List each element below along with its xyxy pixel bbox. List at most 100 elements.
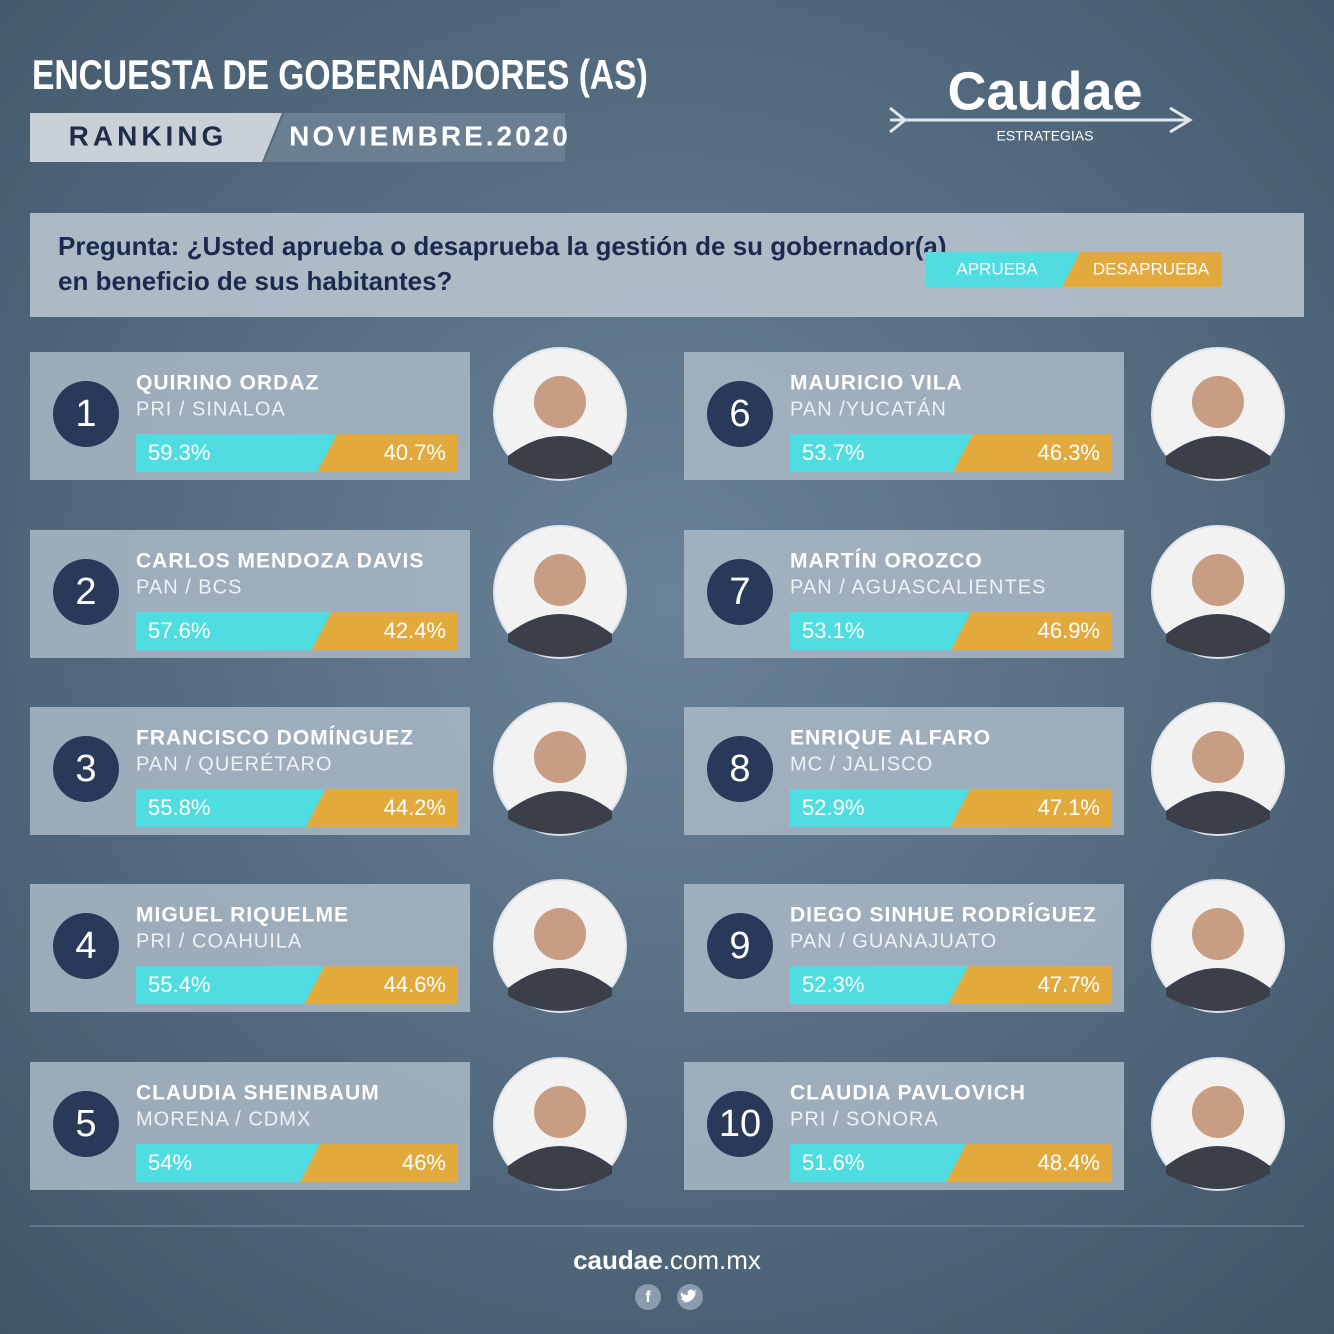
governor-party: PAN / QUERÉTARO [136, 752, 333, 775]
disapprove-bar [950, 789, 1112, 827]
approve-bar [136, 434, 337, 472]
rank: 1 [75, 393, 96, 435]
rank-badge [707, 559, 773, 625]
photo-body [1166, 791, 1270, 834]
photo-body [508, 436, 612, 479]
photo-body [508, 791, 612, 834]
governor-party: MC / JALISCO [790, 753, 933, 775]
photo-body [1166, 1146, 1270, 1189]
legend-label: APRUEBA [956, 259, 1038, 278]
disapprove-bar [952, 434, 1112, 472]
governor-name: MAURICIO VILA [790, 372, 963, 395]
governor-party: PAN /YUCATÁN [790, 397, 947, 420]
rank: 2 [75, 571, 96, 613]
disapprove-bar [305, 789, 458, 827]
rank: 5 [75, 1103, 96, 1145]
ranking-label: RANKING [69, 120, 228, 151]
disapprove-bar [948, 966, 1112, 1004]
approve-label: 57.6% [148, 618, 210, 643]
photo-body [508, 968, 612, 1011]
rank-badge [53, 381, 119, 447]
disapprove-label: 46.3% [1038, 440, 1100, 465]
approve-bar [790, 434, 973, 472]
brand-sub: ESTRATEGIAS [997, 128, 1094, 144]
governor-name: MARTÍN OROZCO [790, 550, 983, 573]
photo-head [1192, 731, 1244, 783]
governor-name: ENRIQUE ALFARO [790, 727, 991, 750]
legend-swatch [925, 252, 1080, 287]
approve-label: 54% [148, 1150, 192, 1175]
facebook-icon[interactable] [635, 1284, 661, 1310]
legend-swatch [1062, 252, 1222, 287]
disapprove-label: 47.1% [1038, 795, 1100, 820]
approve-bar [790, 789, 971, 827]
twitter-glyph [680, 1289, 697, 1303]
disapprove-bar [950, 612, 1112, 650]
disapprove-bar [316, 434, 458, 472]
approve-bar [136, 966, 325, 1004]
photo-head [534, 731, 586, 783]
rank-badge [53, 1091, 119, 1157]
approve-label: 55.8% [148, 795, 210, 820]
disapprove-label: 46.9% [1038, 618, 1100, 643]
governor-name: MIGUEL RIQUELME [136, 904, 349, 927]
rank-badge [53, 913, 119, 979]
approve-bar [136, 1144, 320, 1182]
title: ENCUESTA DE GOBERNADORES (AS) [32, 53, 648, 99]
rank: 10 [719, 1103, 761, 1145]
brand-arrow [889, 106, 1193, 134]
photo-body [508, 614, 612, 657]
disapprove-bar [311, 612, 458, 650]
rank-badge [707, 1091, 773, 1157]
disapprove-bar [299, 1144, 458, 1182]
question: en beneficio de sus habitantes? [58, 266, 452, 296]
photo-head [534, 376, 586, 428]
rank: 8 [729, 748, 750, 790]
approve-label: 59.3% [148, 440, 210, 465]
governor-name: DIEGO SINHUE RODRÍGUEZ [790, 904, 1097, 927]
governor-name: FRANCISCO DOMÍNGUEZ [136, 727, 414, 750]
approve-label: 55.4% [148, 972, 210, 997]
disapprove-label: 44.2% [384, 795, 446, 820]
photo-body [508, 1146, 612, 1189]
approve-label: 51.6% [802, 1150, 864, 1175]
approve-label: 52.3% [802, 972, 864, 997]
approve-bar [136, 789, 326, 827]
governor-party: PAN / BCS [136, 576, 242, 598]
disapprove-label: 47.7% [1038, 972, 1100, 997]
rank: 3 [75, 748, 96, 790]
facebook-glyph: f [645, 1289, 651, 1306]
footer-rest: .com.mx [663, 1245, 761, 1275]
brand: Caudae [947, 61, 1142, 121]
photo-head [1192, 376, 1244, 428]
approve-bar [136, 612, 332, 650]
photo-head [534, 1086, 586, 1138]
governor-name: QUIRINO ORDAZ [136, 372, 319, 395]
approve-bar [790, 612, 971, 650]
governor-party: PRI / SONORA [790, 1108, 939, 1130]
disapprove-label: 44.6% [384, 972, 446, 997]
governor-party: PRI / SINALOA [136, 398, 286, 420]
legend-label: DESAPRUEBA [1093, 259, 1210, 278]
date-box [264, 113, 565, 162]
rank: 4 [75, 925, 96, 967]
footer-bold: caudae [573, 1245, 663, 1275]
governor-name: CLAUDIA SHEINBAUM [136, 1082, 380, 1105]
photo-head [1192, 554, 1244, 606]
question: Pregunta: ¿Usted aprueba o desaprueba la… [58, 231, 946, 261]
photo-body [1166, 614, 1270, 657]
disapprove-label: 48.4% [1038, 1150, 1100, 1175]
photo-body [1166, 436, 1270, 479]
ranking-box [30, 113, 282, 162]
rank: 7 [729, 571, 750, 613]
rank: 9 [729, 925, 750, 967]
footer-url: caudae.com.mx [573, 1245, 761, 1275]
disapprove-bar [304, 966, 458, 1004]
photo-body [1166, 968, 1270, 1011]
photo-head [1192, 1086, 1244, 1138]
governor-party: PAN / AGUASCALIENTES [790, 576, 1046, 598]
approve-bar [790, 1144, 967, 1182]
governor-name: CLAUDIA PAVLOVICH [790, 1082, 1026, 1105]
photo-head [1192, 908, 1244, 960]
